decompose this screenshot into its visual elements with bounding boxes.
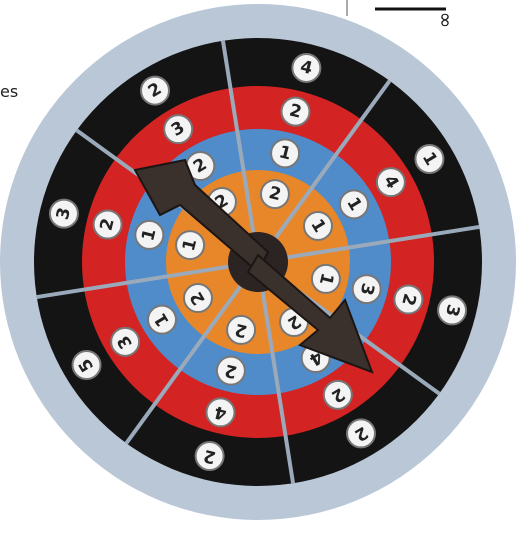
number-token bbox=[110, 326, 141, 357]
spoke bbox=[260, 291, 296, 484]
number-token bbox=[182, 283, 213, 314]
corner-symbol: ∞ bbox=[434, 12, 458, 29]
token-number: 1 bbox=[138, 227, 160, 243]
number-token bbox=[194, 441, 225, 472]
token-number: 2 bbox=[267, 183, 283, 205]
number-token bbox=[215, 355, 246, 386]
number-token bbox=[303, 210, 334, 241]
token-number: 3 bbox=[441, 302, 463, 318]
token-number: 2 bbox=[233, 319, 249, 341]
token-number: 2 bbox=[96, 216, 118, 232]
number-token bbox=[92, 209, 123, 240]
spoke bbox=[274, 79, 392, 239]
token-number: 2 bbox=[287, 100, 303, 122]
token-number: 4 bbox=[212, 401, 228, 423]
number-token bbox=[205, 397, 236, 428]
number-token bbox=[71, 350, 102, 381]
arrow-head bbox=[246, 253, 374, 374]
number-token bbox=[291, 52, 322, 83]
token-number: 2 bbox=[201, 445, 217, 467]
spoke bbox=[220, 40, 256, 233]
number-token bbox=[175, 230, 206, 261]
spoke bbox=[124, 285, 242, 445]
number-token bbox=[414, 143, 445, 174]
token-number: 2 bbox=[397, 291, 419, 307]
number-token bbox=[322, 379, 353, 410]
number-token bbox=[226, 314, 257, 345]
number-token bbox=[375, 167, 406, 198]
number-token bbox=[270, 138, 301, 169]
number-token bbox=[146, 304, 177, 335]
token-number: 1 bbox=[315, 271, 337, 287]
number-token bbox=[139, 75, 170, 106]
spoke bbox=[36, 264, 229, 300]
token-number: 1 bbox=[179, 237, 201, 253]
number-token bbox=[310, 263, 341, 294]
cut-text: es bbox=[0, 82, 18, 101]
number-token bbox=[163, 114, 194, 145]
token-number: 3 bbox=[53, 205, 75, 221]
number-token bbox=[259, 179, 290, 210]
token-number: 4 bbox=[298, 57, 314, 79]
number-token bbox=[437, 295, 468, 326]
spoke bbox=[287, 224, 480, 260]
number-token bbox=[48, 198, 79, 229]
token-number: 1 bbox=[277, 142, 293, 164]
number-token bbox=[339, 189, 370, 220]
number-token bbox=[346, 418, 377, 449]
number-token bbox=[393, 284, 424, 315]
number-token bbox=[134, 219, 165, 250]
number-token bbox=[280, 96, 311, 127]
token-number: 2 bbox=[223, 360, 239, 382]
number-token bbox=[351, 274, 382, 305]
token-number: 3 bbox=[356, 281, 378, 297]
